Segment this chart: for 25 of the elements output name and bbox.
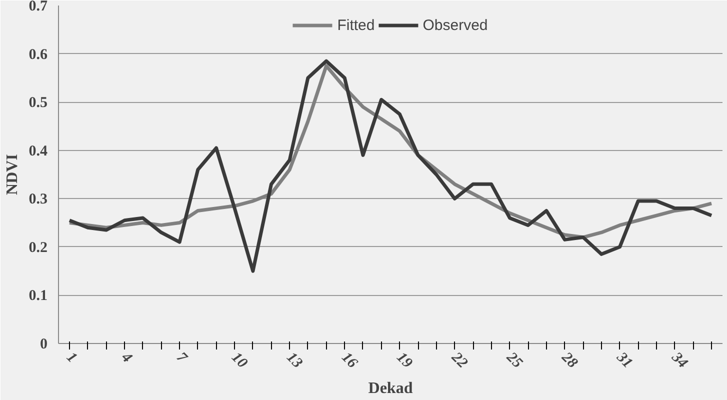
y-tick-label: 0.2 — [28, 240, 48, 256]
x-tick-label: 1 — [63, 350, 80, 366]
legend-label: Fitted — [337, 16, 375, 34]
x-tick-label: 19 — [393, 350, 416, 372]
y-tick-label: 0 — [40, 336, 48, 352]
y-tick-label: 0.1 — [28, 288, 48, 304]
y-tick-label: 0.3 — [28, 192, 48, 208]
x-tick-label: 16 — [338, 350, 361, 372]
y-tick-label: 0.4 — [28, 143, 48, 160]
x-tick-label: 10 — [228, 350, 250, 372]
x-tick-label: 31 — [612, 348, 636, 372]
y-tick-label: 0.5 — [28, 95, 48, 112]
y-axis-title: NDVI — [4, 154, 21, 195]
y-tick-label: 0.6 — [28, 46, 48, 63]
y-tick-label: 0.7 — [28, 0, 48, 14]
x-tick-label: 13 — [283, 350, 306, 372]
x-tick-label: 7 — [173, 350, 190, 367]
x-axis-title: Dekad — [368, 380, 413, 398]
line-series — [68, 59, 714, 273]
x-tick-label: 22 — [448, 348, 471, 372]
x-tick-label: 25 — [502, 348, 526, 372]
x-tick-label: 4 — [117, 348, 136, 367]
x-tick-label: 34 — [668, 348, 691, 372]
legend-label: Observed — [422, 16, 488, 34]
x-tick-label: 28 — [558, 348, 581, 372]
